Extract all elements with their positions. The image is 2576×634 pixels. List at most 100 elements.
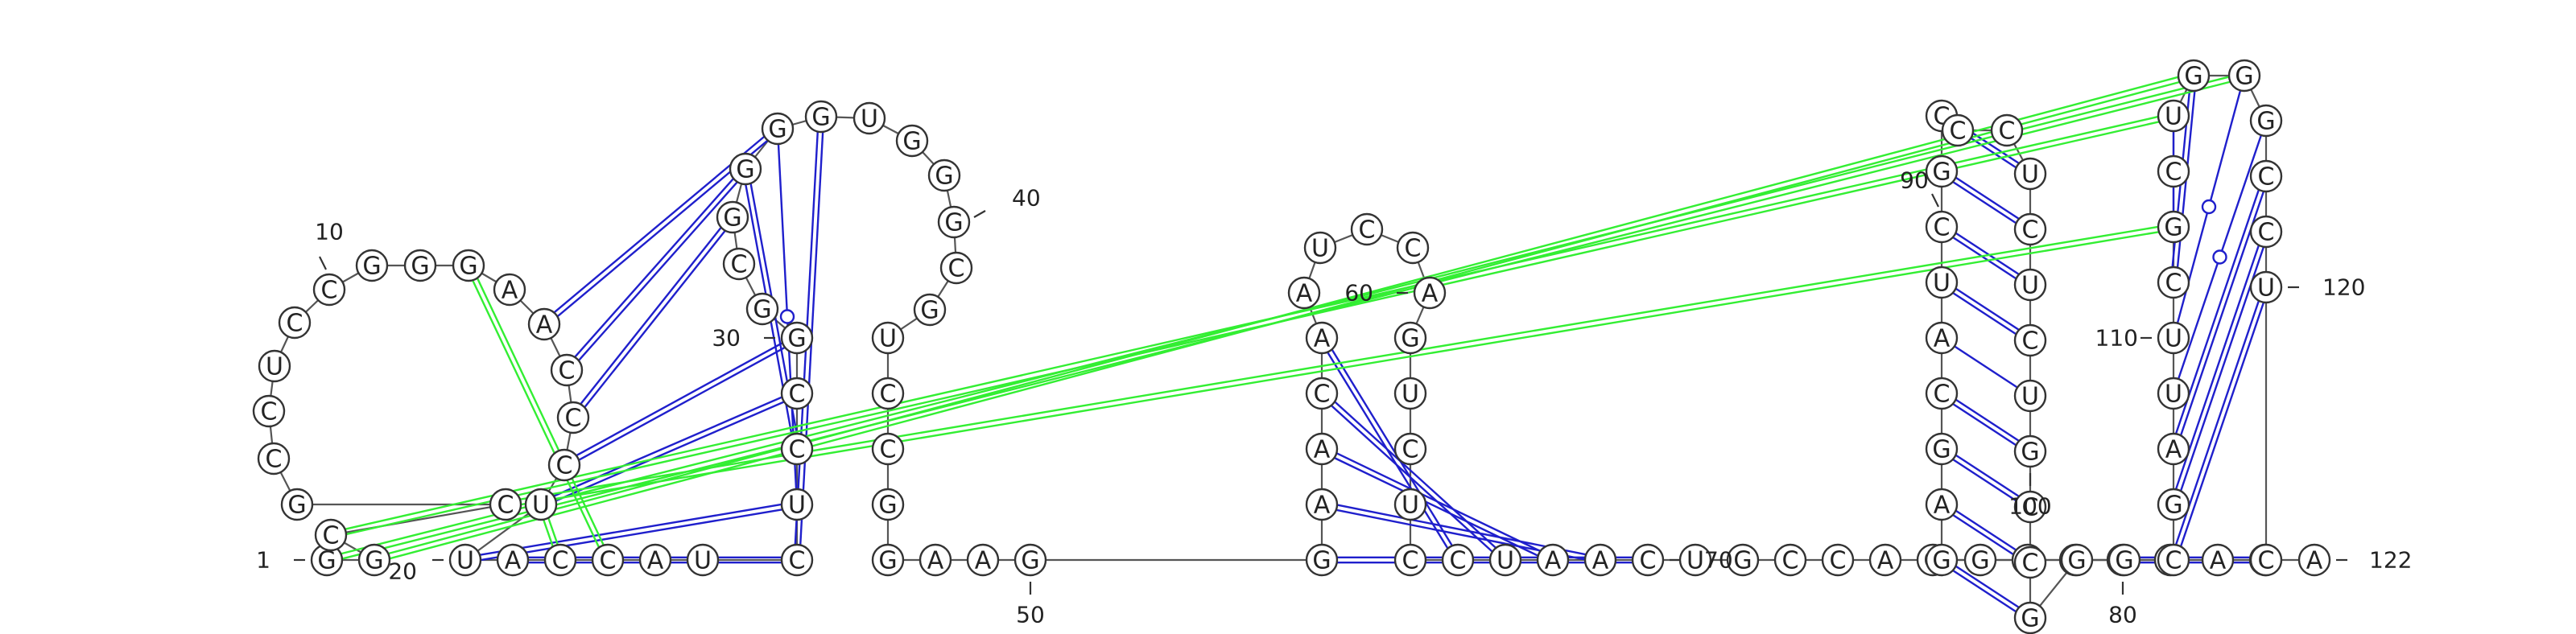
nucleotide-letter: C: [2165, 270, 2182, 298]
canonical-base-pair: [480, 503, 782, 556]
nucleotide: A: [1925, 488, 1959, 521]
nucleotide-circle: [937, 205, 971, 239]
nucleotide-letter: C: [321, 277, 338, 305]
nucleotide-circle: [1441, 543, 1475, 577]
canonical-base-pair: [576, 342, 783, 457]
nucleotide-circle: [852, 101, 886, 135]
nucleotide-letter: G: [878, 547, 897, 575]
nucleotide: C: [252, 394, 286, 428]
nucleotide: G: [2107, 543, 2141, 577]
nucleotide-circle: [2249, 543, 2283, 577]
nucleotide: C: [871, 432, 905, 466]
nucleotide: C: [1441, 543, 1475, 577]
backbone-segment: [330, 503, 506, 537]
nucleotide-letter: G: [736, 156, 754, 184]
nucleotide-circle: [2249, 215, 2283, 249]
nucleotide: C: [2013, 323, 2047, 357]
nucleotide-circle: [871, 543, 905, 577]
nucleotide-circle: [1925, 154, 1959, 188]
nucleotide-letter: U: [1686, 547, 1704, 575]
nucleotide-letter: C: [600, 547, 617, 575]
nucleotide: A: [2201, 543, 2235, 577]
nucleotide: C: [780, 432, 814, 466]
nucleotide-circle: [257, 442, 291, 476]
nucleotide-letter: C: [1314, 381, 1331, 409]
nucleotide-letter: U: [1402, 381, 1419, 409]
nucleotide-circle: [278, 306, 312, 340]
nucleotide-circle: [913, 293, 947, 327]
nucleotide-circle: [780, 543, 814, 577]
nucleotide-letter: U: [694, 547, 712, 575]
nucleotide: C: [939, 251, 973, 285]
nucleotide-circle: [780, 488, 814, 521]
nucleotide: G: [355, 249, 389, 282]
canonical-base-pair: [553, 396, 782, 497]
position-label: 120: [2322, 274, 2365, 301]
nucleotide-circle: [524, 488, 558, 521]
nucleotide: A: [1413, 276, 1447, 310]
nucleotide-letter: G: [365, 547, 383, 575]
nucleotide: C: [1941, 113, 1975, 147]
nucleotide-letter: G: [2235, 63, 2253, 91]
nucleotide: U: [2013, 268, 2047, 302]
nucleotide-letter: G: [287, 492, 306, 520]
nucleotide: C: [780, 543, 814, 577]
nucleotide: A: [966, 543, 1000, 577]
nucleotide: G: [780, 321, 814, 355]
nucleotide-letter: U: [266, 353, 283, 381]
nucleotide-letter: G: [1401, 325, 1419, 353]
nucleotide-letter: C: [1950, 117, 1967, 146]
nucleotide: G: [761, 112, 795, 146]
canonical-base-pair: [2174, 189, 2260, 434]
nucleotide: G: [871, 488, 905, 521]
canonical-base-pair: [2179, 191, 2265, 436]
nucleotide: C: [2249, 543, 2283, 577]
nucleotide-circle: [638, 543, 672, 577]
nucleotide-letter: G: [902, 128, 921, 156]
nucleotide: C: [1393, 543, 1427, 577]
nucleotide-circle: [1393, 488, 1427, 521]
nucleotide: U: [780, 488, 814, 521]
nucleotide: G: [403, 249, 437, 282]
nucleotide-circle: [1350, 212, 1384, 246]
nucleotide-circle: [2177, 59, 2211, 93]
nucleotide: U: [2249, 270, 2283, 304]
nucleotide: U: [686, 543, 720, 577]
nucleotide-circle: [939, 251, 973, 285]
nucleotide-circle: [761, 112, 795, 146]
nucleotide-letter: A: [647, 547, 664, 575]
nucleotide-circle: [1868, 543, 1902, 577]
nucleotide-circle: [1941, 113, 1975, 147]
nucleotide: G: [804, 100, 838, 134]
nucleotide: G: [2249, 104, 2283, 138]
position-label: 100: [2008, 493, 2051, 520]
nucleotide-circle: [314, 518, 348, 552]
nucleotide-circle: [312, 273, 346, 307]
nucleotide: C: [2249, 215, 2283, 249]
nucleotide-circle: [2157, 321, 2190, 355]
position-label: 1: [256, 547, 270, 574]
nucleotide-circle: [2157, 488, 2190, 521]
nucleotide-letter: U: [456, 547, 474, 575]
nucleotide: G: [2060, 543, 2094, 577]
nucleotide-circle: [1488, 543, 1522, 577]
noncanonical-base-pair: [345, 121, 2160, 536]
nucleotide-circle: [871, 432, 905, 466]
nucleotide: C: [1350, 212, 1384, 246]
nucleotide-letter: C: [2165, 547, 2182, 575]
nucleotide-circle: [804, 100, 838, 134]
nucleotide-circle: [745, 292, 779, 326]
nucleotide: G: [452, 249, 485, 282]
nucleotide-circle: [780, 377, 814, 410]
nucleotide-circle: [2249, 104, 2283, 138]
nucleotide-letter: G: [2021, 438, 2039, 467]
nucleotide-circle: [527, 307, 561, 341]
canonical-base-pair: [1334, 401, 1496, 549]
nucleotide-circle: [591, 543, 625, 577]
nucleotide: A: [1305, 488, 1339, 521]
nucleotide-circle: [1536, 543, 1570, 577]
nucleotide: C: [2013, 212, 2047, 246]
nucleotide-circle: [966, 543, 1000, 577]
nucleotide: C: [871, 377, 905, 410]
